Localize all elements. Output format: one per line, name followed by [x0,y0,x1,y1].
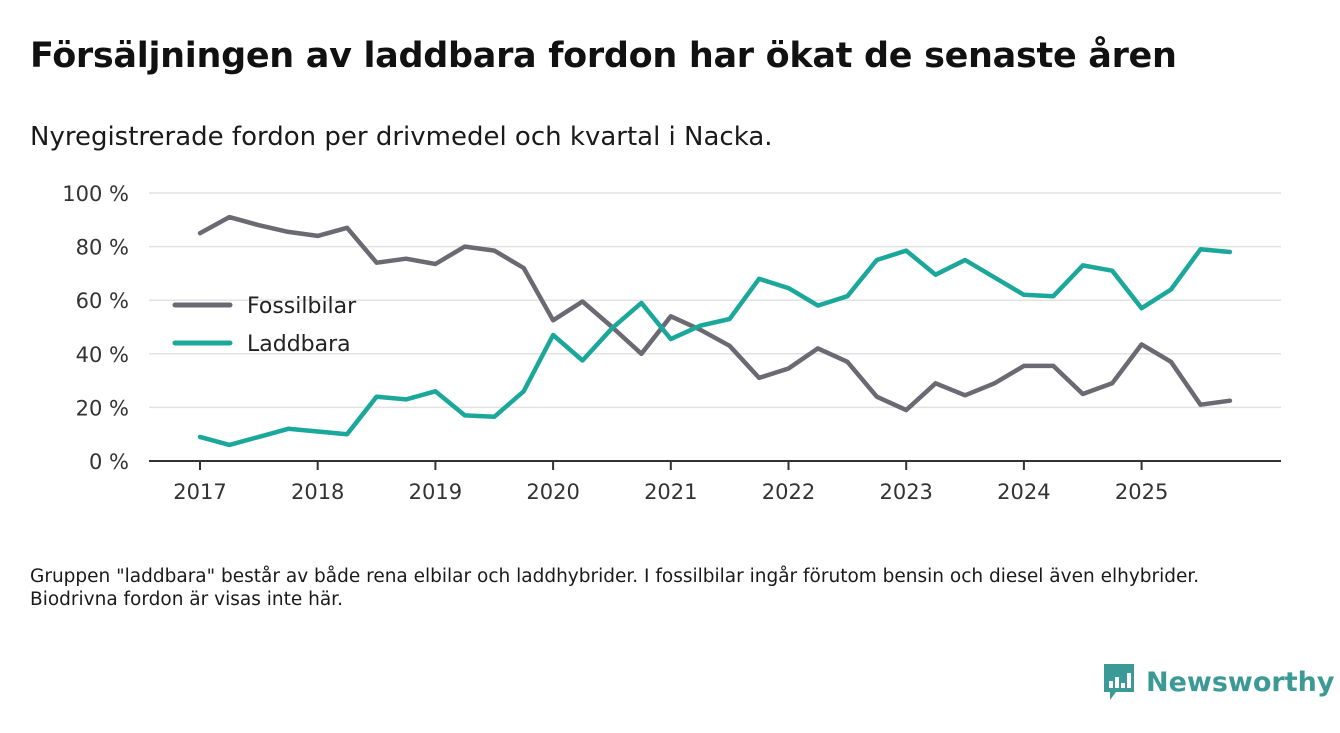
x-tick-label: 2018 [291,480,344,504]
legend: Fossilbilar Laddbara [172,294,357,357]
x-tick-label: 2025 [1115,480,1168,504]
x-tick-label: 2020 [526,480,579,504]
y-tick-label: 40 % [76,343,129,367]
y-tick-label: 60 % [76,289,129,313]
series-line-laddbara [197,247,1233,448]
x-tick-label: 2023 [879,480,932,504]
chart-footnote: Gruppen "laddbara" består av både rena e… [30,566,1200,610]
brand-logo: Newsworthy [1102,662,1334,702]
legend-label: Laddbara [247,332,351,357]
brand-name: Newsworthy [1146,666,1335,698]
x-tick-label: 2019 [409,480,462,504]
x-tick-label: 2024 [997,480,1050,504]
x-tick-label: 2017 [173,480,226,504]
y-tick-label: 100 % [62,182,129,206]
y-tick-label: 0 % [89,450,129,474]
series-line-fossilbilar [197,214,1233,413]
x-tick-label: 2022 [762,480,815,504]
y-tick-label: 20 % [76,396,129,420]
chart-subtitle: Nyregistrerade fordon per drivmedel och … [30,122,773,152]
legend-label: Fossilbilar [247,294,357,319]
chart-title: Försäljningen av laddbara fordon har öka… [30,36,1177,76]
x-tick-label: 2021 [644,480,697,504]
line-chart: 0 % 20 % 40 % 60 % 80 % 100 % 2017 2018 2019 2020… [62,182,1281,504]
y-tick-label: 80 % [76,236,129,260]
newsworthy-logo-icon [1104,664,1134,700]
